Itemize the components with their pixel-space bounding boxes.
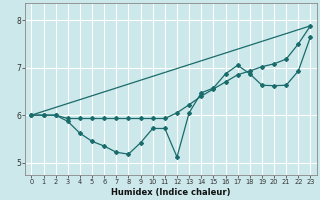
X-axis label: Humidex (Indice chaleur): Humidex (Indice chaleur) bbox=[111, 188, 231, 197]
